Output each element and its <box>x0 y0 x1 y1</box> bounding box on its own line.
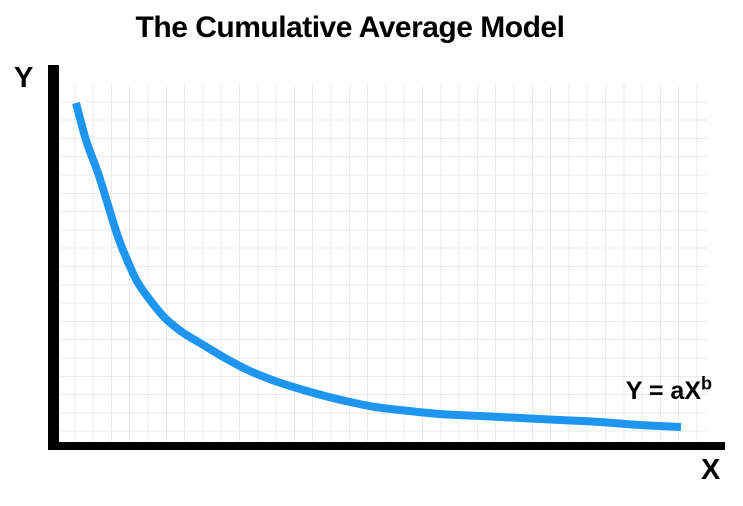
equation-base: Y = aX <box>625 377 701 405</box>
equation-exponent: b <box>701 373 712 394</box>
chart-title: The Cumulative Average Model <box>135 11 565 44</box>
y-axis-label: Y <box>14 62 34 94</box>
plot-gridlines <box>57 84 708 442</box>
x-axis-label: X <box>701 454 721 486</box>
equation-label: Y = aXb <box>625 373 712 406</box>
x-axis-line <box>48 442 725 450</box>
y-axis-line <box>48 65 59 450</box>
